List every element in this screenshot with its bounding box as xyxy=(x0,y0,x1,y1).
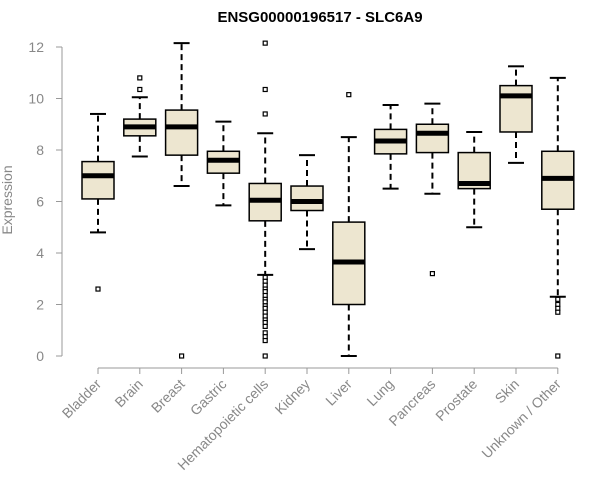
y-tick-label: 12 xyxy=(28,39,44,55)
x-tick-label: Kidney xyxy=(272,376,314,418)
box-lung xyxy=(373,103,408,190)
outlier-point xyxy=(346,92,352,98)
box-hematopoietic-cells xyxy=(248,40,282,359)
y-axis: 0 2 4 6 8 10 12 xyxy=(28,39,63,364)
box-prostate xyxy=(457,130,491,229)
outlier-point xyxy=(95,286,101,292)
y-tick-label: 0 xyxy=(36,348,44,364)
x-tick-label: Breast xyxy=(148,376,188,416)
box-body xyxy=(499,84,533,133)
box-gastric xyxy=(206,120,241,207)
box-body xyxy=(164,109,199,156)
box-kidney xyxy=(290,154,324,251)
x-tick-label: Liver xyxy=(322,376,355,409)
y-tick-label: 4 xyxy=(36,245,44,261)
outlier-point xyxy=(555,296,561,302)
y-tick-label: 10 xyxy=(28,91,44,107)
outlier-point xyxy=(262,86,268,93)
box-skin xyxy=(499,65,533,164)
box-liver xyxy=(332,92,366,357)
y-tick-label: 2 xyxy=(36,297,44,313)
x-tick-label: Skin xyxy=(492,376,523,407)
outlier-point xyxy=(179,353,185,359)
x-tick-label: Brain xyxy=(111,376,145,410)
box-series xyxy=(81,40,575,359)
y-axis-label: Expression xyxy=(0,165,15,234)
box-body xyxy=(415,123,450,154)
outlier-point xyxy=(137,86,143,93)
box-pancreas xyxy=(415,102,450,277)
x-tick-label: Unknown / Other xyxy=(478,376,564,462)
box-bladder xyxy=(81,112,115,292)
outlier-point xyxy=(137,75,143,81)
x-tick-label: Bladder xyxy=(59,376,105,422)
box-breast xyxy=(164,42,199,359)
x-tick-label: Prostate xyxy=(432,376,480,424)
outlier-point xyxy=(429,271,435,277)
y-tick-label: 6 xyxy=(36,194,44,210)
chart-title: ENSG00000196517 - SLC6A9 xyxy=(217,9,422,26)
outlier-point xyxy=(262,111,268,117)
outlier-point xyxy=(555,309,561,315)
box-unknown-other xyxy=(541,76,575,359)
x-tick-label: Lung xyxy=(363,376,396,409)
y-tick-label: 8 xyxy=(36,142,44,158)
box-brain xyxy=(123,75,157,158)
outlier-point xyxy=(555,353,561,359)
outlier-point xyxy=(262,337,268,344)
outlier-point xyxy=(262,353,268,359)
outlier-point xyxy=(262,323,268,329)
outlier-point xyxy=(262,40,268,46)
box-body xyxy=(81,160,115,200)
box-body xyxy=(290,185,324,212)
